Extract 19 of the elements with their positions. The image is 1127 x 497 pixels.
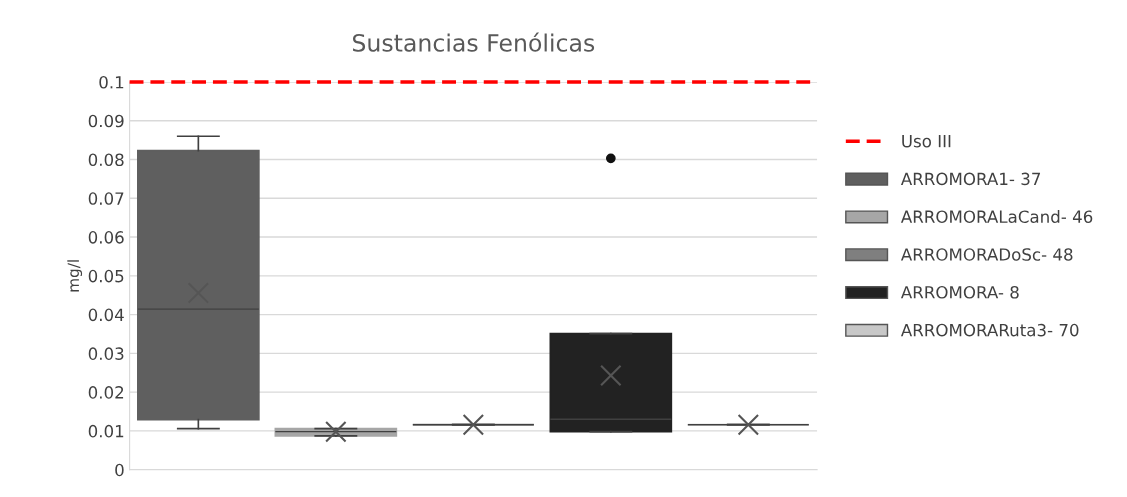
y-tick-label: 0.08 <box>88 153 124 167</box>
y-tick-label: 0.1 <box>99 75 124 89</box>
y-tick-label: 0.05 <box>88 269 124 283</box>
legend-label: ARROMORALaCand- 46 <box>900 210 1093 224</box>
y-tick-label: 0.02 <box>88 386 124 399</box>
legend-label: ARROMORADoSc- 48 <box>900 248 1073 261</box>
y-tick-label: 0 <box>115 463 124 477</box>
legend-label: ARROMORARuta3- 70 <box>900 323 1079 337</box>
legend-label: ARROMORA- 8 <box>900 285 1019 299</box>
y-tick-label: 0.03 <box>88 347 124 360</box>
chart-title: Sustancias Fenólicas <box>352 32 595 52</box>
y-tick-label: 0.04 <box>88 308 124 322</box>
y-axis-title: mg/l <box>67 260 83 292</box>
y-tick-label: 0.06 <box>88 231 124 244</box>
y-tick-label: 0.07 <box>88 192 124 205</box>
y-tick-label: 0.09 <box>88 114 124 128</box>
y-tick-label: 0.01 <box>88 424 124 438</box>
legend-label: ARROMORA1- 37 <box>900 172 1041 186</box>
legend-label: Uso III <box>902 135 951 148</box>
